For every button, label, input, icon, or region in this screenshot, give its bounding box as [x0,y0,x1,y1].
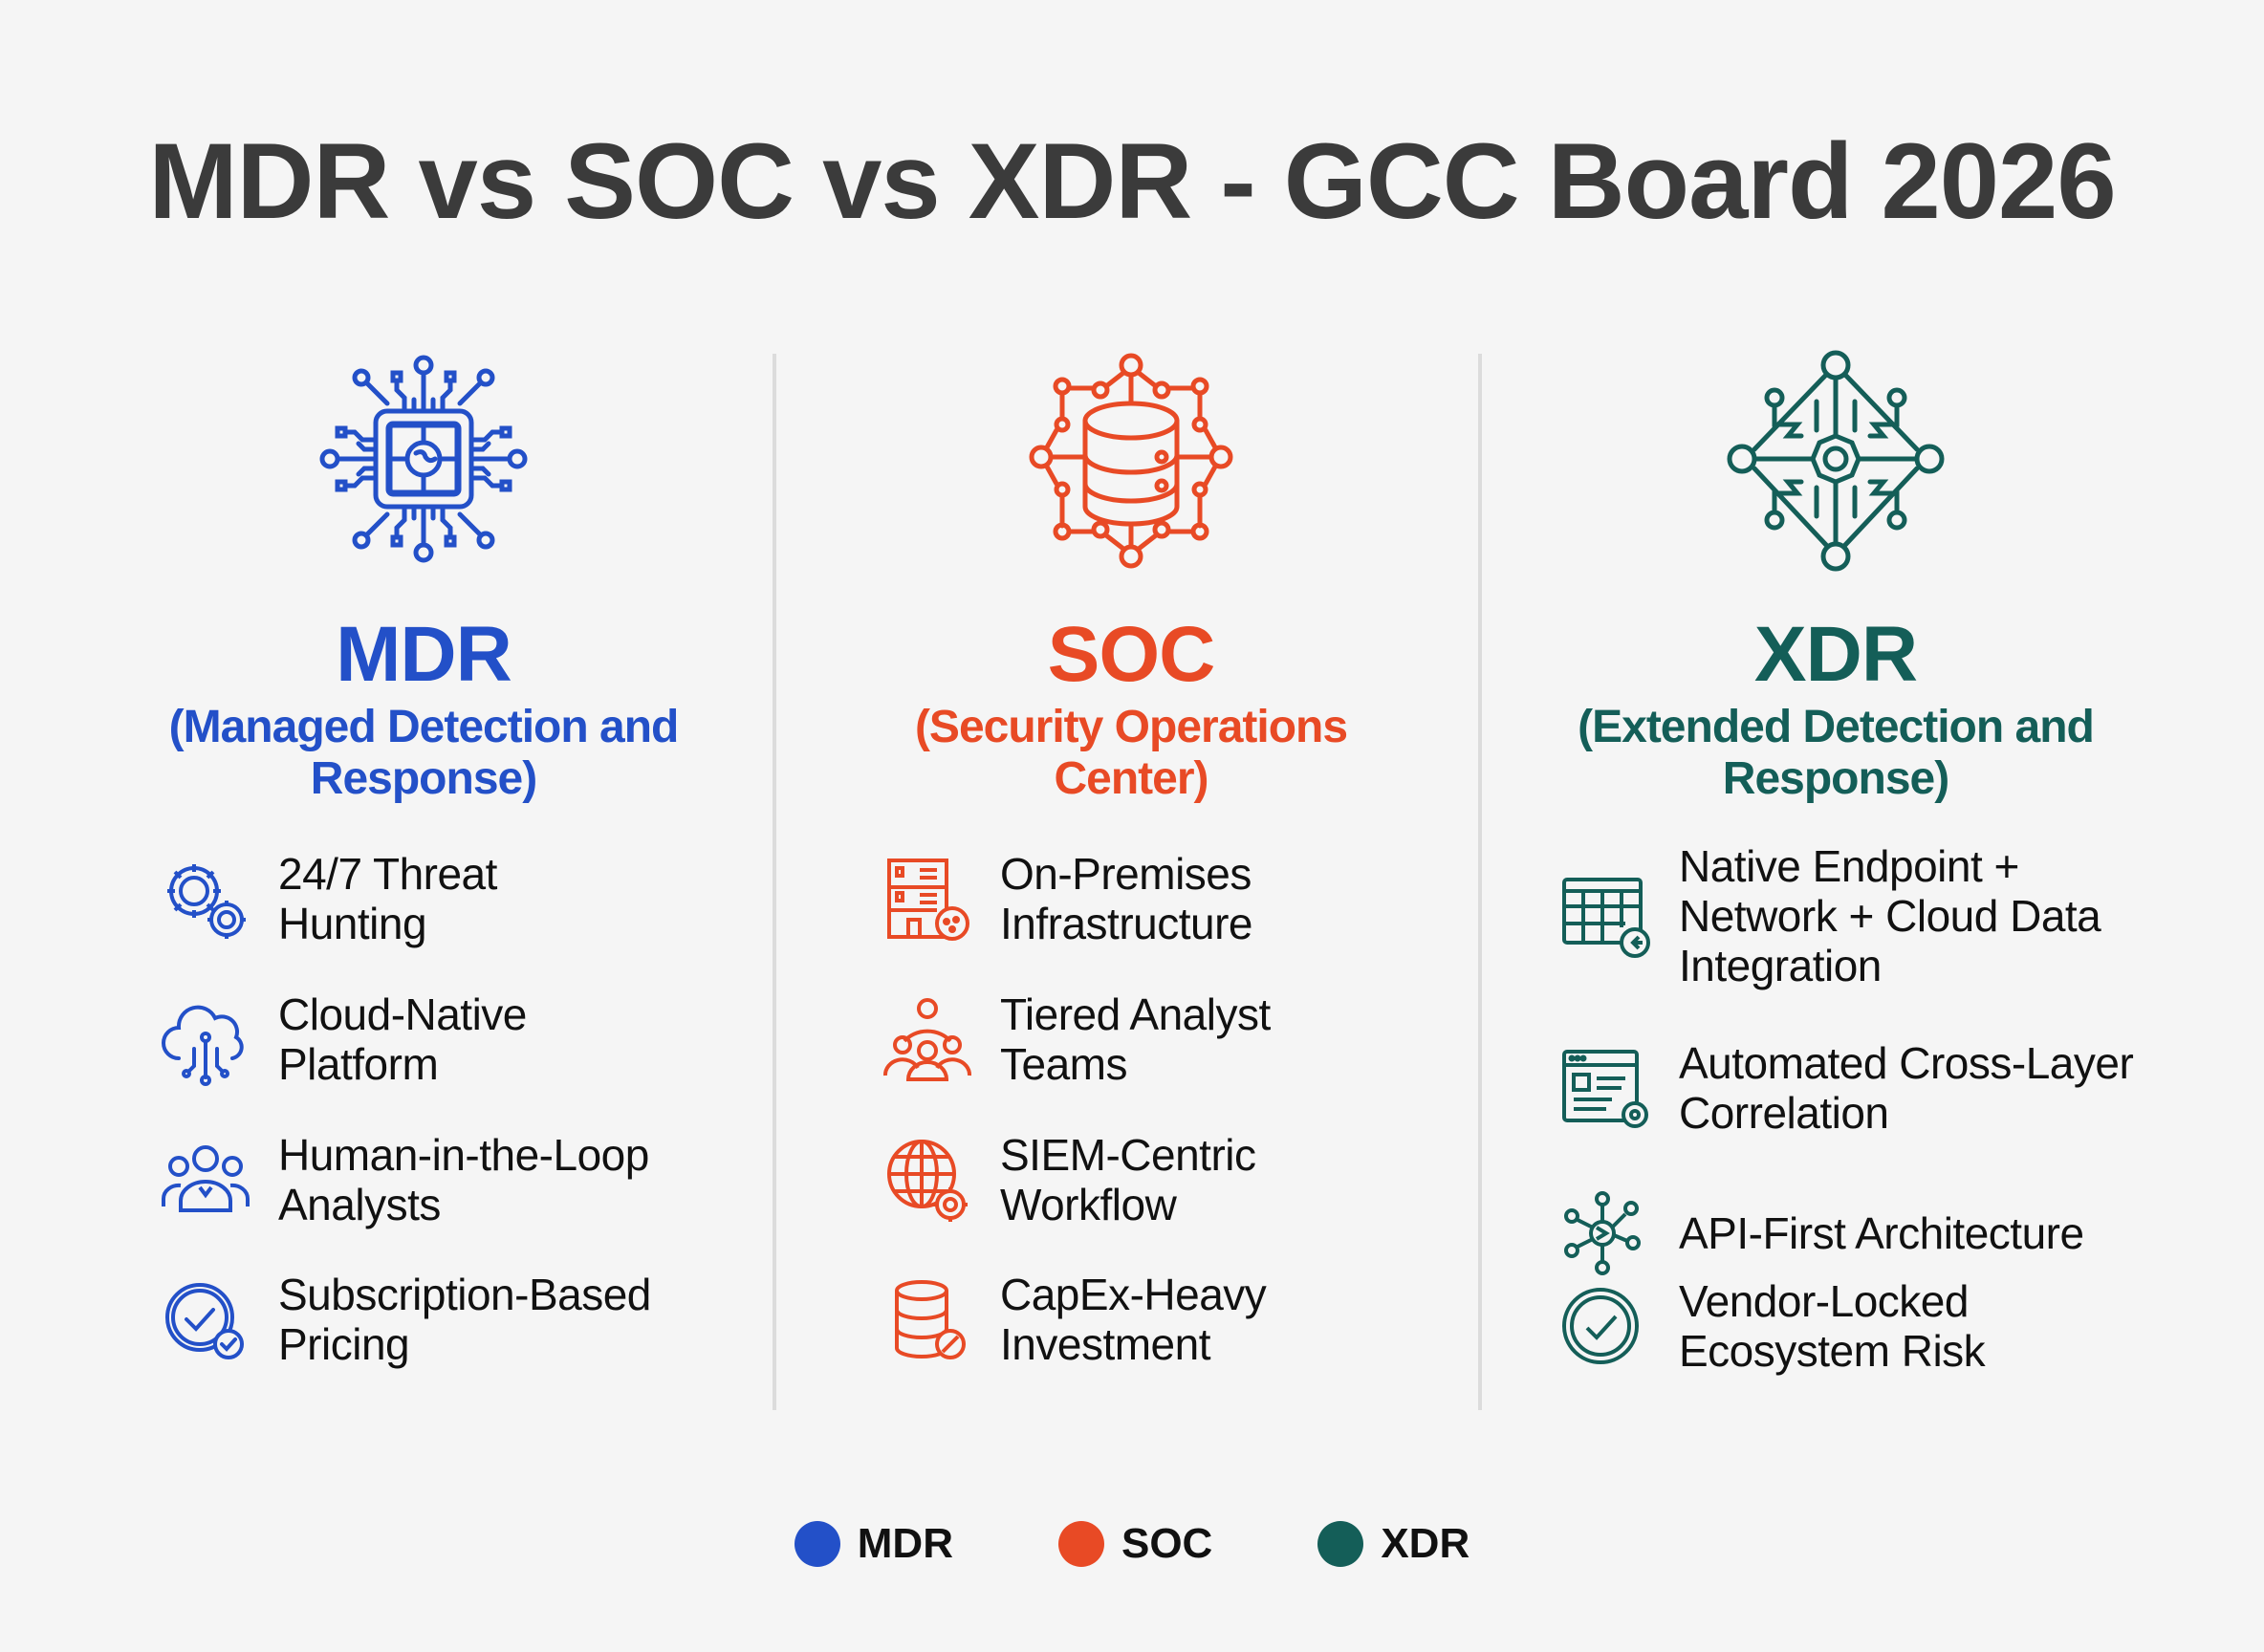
legend-item-soc: SOC [1057,1520,1213,1568]
feature-item: Vendor-Locked Ecosystem Risk [1558,1276,1986,1376]
feature-text: Native Endpoint + Network + Cloud Data Int… [1679,841,2101,990]
legend-item-mdr: MDR [794,1520,953,1568]
legend-item-xdr: XDR [1317,1520,1469,1568]
feature-item: Cloud-Native Platform [158,989,527,1089]
feature-text: Automated Cross-Layer Correlation [1679,1038,2134,1138]
diamond-network-icon [1727,350,1945,572]
xdr-subtitle-line1: (Extended Detection and [1578,702,2095,752]
feature-text: Cloud-Native Platform [278,989,527,1089]
xdr-subtitle-line2: Response) [1722,753,1949,804]
feature-text: API-First Architecture [1679,1208,2084,1258]
mdr-acronym: MDR [336,611,512,698]
feature-item: Human-in-the-Loop Analysts [158,1130,649,1229]
mdr-subtitle-line1: (Managed Detection and [168,702,680,752]
feature-text: Vendor-Locked Ecosystem Risk [1679,1276,1986,1376]
legend-dot-icon [1317,1521,1364,1567]
feature-text: On-Premises Infrastructure [1000,849,1253,948]
legend-label: SOC [1121,1520,1213,1567]
mdr-column: MDR (Managed Detection and Response) [89,344,758,805]
feature-text: Tiered Analyst Teams [1000,989,1271,1089]
clock-check-icon [165,1283,244,1359]
feature-item: Automated Cross-Layer Correlation [1558,1038,2134,1138]
feature-text: SIEM-Centric Workflow [1000,1130,1256,1229]
globe-gear-icon [887,1140,968,1222]
xdr-subtitle: (Extended Detection and Response) [1501,702,2170,805]
cloud-circuit-icon [162,1005,244,1086]
legend-label: MDR [857,1520,953,1567]
feature-item: 24/7 Threat Hunting [158,849,497,948]
analysts-group-icon [161,1145,250,1212]
api-hub-icon [1564,1191,1641,1275]
legend-dot-icon [794,1521,840,1567]
feature-item: SIEM-Centric Workflow [880,1130,1256,1229]
circuit-chip-icon [319,355,528,563]
mdr-subtitle: (Managed Detection and Response) [89,702,758,805]
team-hierarchy-icon [883,998,971,1081]
column-divider [773,354,776,1410]
feature-text: Subscription-Based Pricing [278,1270,651,1369]
feature-item: Native Endpoint + Network + Cloud Data Int… [1558,841,2101,990]
feature-item: On-Premises Infrastructure [880,849,1253,948]
mdr-subtitle-line2: Response) [310,753,537,804]
feature-item: API-First Architecture [1558,1185,2084,1281]
server-building-icon [887,859,969,941]
soc-column: SOC (Security Operations Center) [796,344,1466,805]
legend-label: XDR [1381,1520,1470,1567]
data-grid-import-icon [1562,878,1650,958]
database-network-icon [1029,353,1233,569]
soc-subtitle-line1: (Security Operations [914,702,1348,752]
soc-subtitle-line2: Center) [1054,753,1208,804]
feature-text: 24/7 Threat Hunting [278,849,497,948]
feature-item: CapEx-Heavy Investment [880,1270,1267,1369]
xdr-acronym: XDR [1753,611,1918,698]
feature-item: Subscription-Based Pricing [158,1270,651,1369]
legend: MDR SOC XDR [0,1520,2264,1568]
feature-text: CapEx-Heavy Investment [1000,1270,1267,1369]
feature-item: Tiered Analyst Teams [880,989,1271,1089]
page-title: MDR vs SOC vs XDR - GCC Board 2026 [148,121,2116,241]
column-divider [1478,354,1482,1410]
database-blocked-icon [895,1280,966,1359]
gears-icon [167,864,246,939]
soc-acronym: SOC [1047,611,1216,698]
legend-dot-icon [1057,1521,1104,1567]
dashboard-window-icon [1562,1050,1648,1128]
xdr-column: XDR (Extended Detection and Response) [1501,344,2170,805]
feature-text: Human-in-the-Loop Analysts [278,1130,649,1229]
soc-subtitle: (Security Operations Center) [796,702,1466,805]
check-badge-icon [1562,1288,1639,1364]
